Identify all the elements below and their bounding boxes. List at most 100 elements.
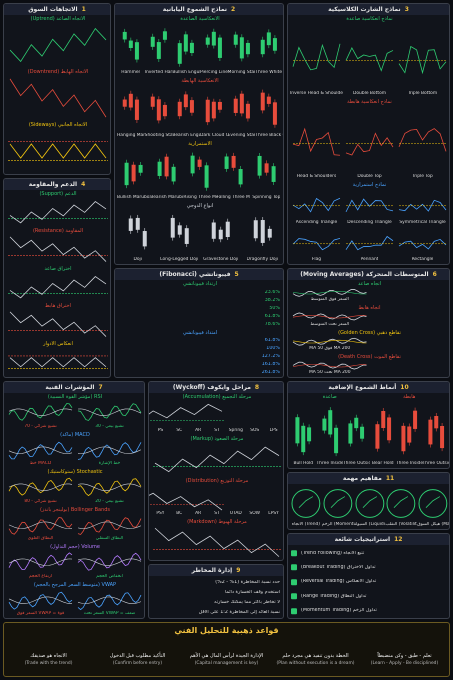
panel-title: أنماط الشموع الإضافية: [328, 384, 397, 391]
item-label: Spring: [228, 427, 243, 433]
item-label: AR: [195, 427, 202, 433]
check-icon: [291, 578, 297, 585]
line-shape: [292, 127, 341, 156]
item: Three Inside Up: [317, 401, 343, 468]
spacer: [198, 485, 199, 512]
item-label: MA 50 تحت MA 200: [308, 370, 351, 375]
panel: 7 المؤشرات الفنية RSI (مؤشر القوة النسبية)…: [3, 381, 145, 619]
item: خط الإشارة: [75, 439, 144, 469]
item: [6, 198, 110, 227]
line-shape: [292, 237, 341, 250]
panel-number: 12: [394, 536, 403, 543]
rule: الإدارة الجيدة لرأس المال هي الأهم (Capit…: [182, 643, 271, 675]
spacer: [254, 401, 255, 428]
mini-chart: [292, 237, 341, 250]
item: السعر تحت المتوسط: [290, 312, 370, 328]
item-label: MA 50 فوق MA 200: [309, 345, 351, 351]
item: انخفاض الحجم: [75, 551, 144, 581]
mini-chart: [292, 312, 367, 321]
item-label: Three Outside Up: [343, 461, 370, 466]
line-shape: [77, 446, 142, 454]
panel: 3 نماذج الشارت الكلاسيكية نماذج انعكاسية ص…: [287, 3, 450, 265]
item: هيكل السوق (Market Structure): [417, 485, 449, 529]
item: Bullish Engulfing: [172, 23, 200, 77]
line-shape: [425, 496, 441, 508]
candle-body: [239, 93, 244, 114]
item-text: لا تخاطر بأكثر مما يمكنك خسارته: [214, 600, 280, 606]
mini-chart: [128, 214, 147, 250]
candle-body: [190, 42, 195, 54]
line-shape: [362, 496, 377, 508]
check-icon: [291, 550, 297, 557]
panel: 5 فيبوناتشي (Fibonacci) ارتداد فيبوناتشي 23…: [114, 268, 284, 378]
line-shape: [9, 275, 107, 299]
item-label: Dark Cloud Cover: [200, 132, 228, 138]
mini-chart: [211, 218, 230, 242]
candle-body: [204, 164, 209, 188]
spacer: [235, 401, 236, 428]
item: Falling Three Method: [217, 148, 250, 202]
item: Bullish Marubozu: [117, 148, 150, 202]
item: Three Outside Down: [423, 401, 449, 468]
rule-translation: (Plan without execution is a dream): [276, 660, 355, 666]
item-label: PS: [157, 427, 164, 433]
item-label: Long-Legged Doji: [160, 257, 199, 262]
candle-body: [184, 94, 189, 108]
mini-chart: [345, 47, 394, 72]
item: Gravestone Doji: [200, 210, 242, 264]
item: النطاق العلوي: [6, 514, 75, 544]
section-title: الاستمرارية: [188, 140, 212, 147]
item-label: السعر تحت VWAP = ضعف: [83, 611, 136, 616]
item: Three Black Crows: [255, 85, 283, 139]
mini-chart: [150, 28, 167, 62]
candle-body: [267, 32, 272, 46]
candle-body: [321, 418, 326, 431]
section-title: نماذج انعكاسية صاعدة: [346, 16, 393, 22]
spacer: [273, 401, 274, 428]
line-shape: [9, 78, 107, 118]
spacer: [273, 485, 274, 512]
item-label: Triple Bottom: [407, 91, 438, 96]
panel-title: مفاهيم مهمة: [342, 475, 382, 482]
mini-chart: [292, 43, 341, 71]
line-shape: [292, 361, 367, 370]
item: SOS: [245, 401, 264, 435]
item: SOW: [245, 485, 264, 519]
item: استخدم وقف الخسارة دائماً: [151, 587, 283, 597]
section-title: RSI (مؤشر القوة النسبية): [47, 394, 103, 400]
candle-body: [156, 42, 161, 59]
section-title: الدعم (Support): [39, 191, 77, 197]
item: لا تخاطر بأكثر مما يمكنك خسارته: [151, 598, 283, 608]
item: SC: [170, 401, 189, 435]
panel-title: إدارة المخاطر: [191, 567, 233, 574]
mini-chart: [233, 31, 250, 62]
candle-body: [433, 416, 438, 429]
candle-body: [233, 34, 238, 45]
mini-chart: [8, 236, 108, 263]
section-title: انعكاس الأدوار: [43, 340, 73, 347]
icon: [323, 489, 353, 518]
candle-body: [354, 417, 359, 429]
line-shape: [345, 198, 394, 213]
item: خط MACD: [6, 439, 75, 469]
item: حدد نسبة المخاطرة (1% - 2%): [151, 577, 283, 587]
line-shape: [8, 403, 73, 421]
mini-chart: [261, 29, 278, 58]
item-label: SOW: [249, 511, 260, 517]
section-title: اتجاه هابط: [358, 305, 381, 312]
item: [6, 129, 110, 174]
line-shape: [8, 483, 73, 491]
item: Three White Soldiers: [255, 23, 283, 77]
item: Dark Cloud Cover: [200, 85, 228, 139]
panel: 6 المتوسطات المتحركة (Moving Averages) اتج…: [287, 268, 450, 378]
mini-chart: [292, 197, 341, 213]
candle-body: [164, 156, 169, 176]
line-shape: [292, 43, 341, 71]
panel: 8 مراحل وايكوف (Wyckoff) مرحلة التجميع (Ac…: [148, 381, 284, 561]
item: التقلب (Volatility): [385, 485, 417, 529]
icon: [355, 489, 384, 518]
line-shape: [77, 558, 142, 566]
check-box: [291, 593, 297, 600]
line-shape: [77, 441, 142, 460]
mini-chart: [224, 152, 243, 187]
